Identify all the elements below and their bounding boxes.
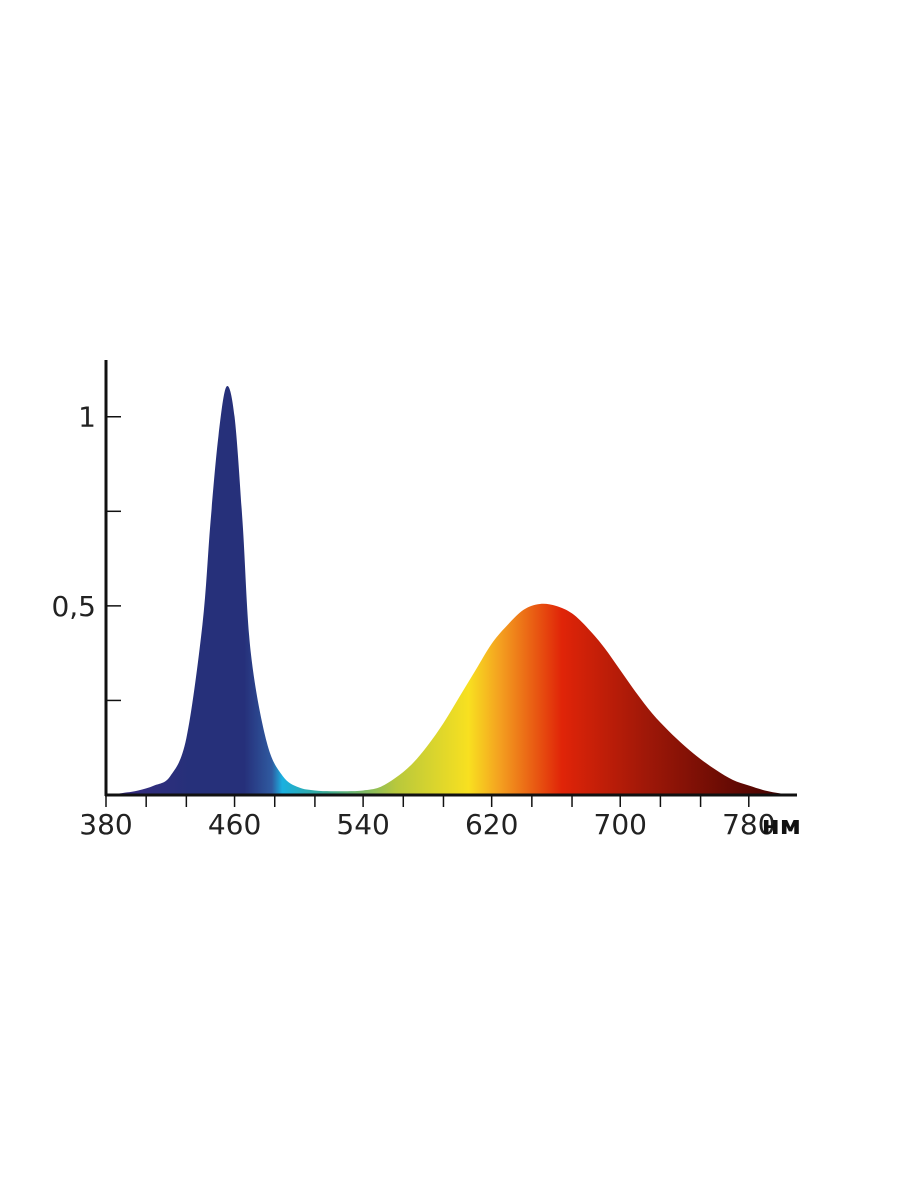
x-tick-label: 780 bbox=[722, 808, 775, 841]
tick-labels: 380 460 540 620 700 780 0,5 1 нм bbox=[51, 401, 801, 841]
spectrum-area bbox=[106, 385, 797, 795]
y-tick-label: 1 bbox=[78, 401, 96, 434]
x-unit-label: нм bbox=[762, 811, 801, 841]
y-tick-label: 0,5 bbox=[51, 590, 96, 623]
axes bbox=[104, 360, 797, 797]
x-tick-label: 460 bbox=[208, 808, 261, 841]
x-tick-label: 700 bbox=[594, 808, 647, 841]
ticks bbox=[105, 415, 750, 807]
x-tick-label: 540 bbox=[336, 808, 389, 841]
x-tick-label: 380 bbox=[79, 808, 132, 841]
x-tick-label: 620 bbox=[465, 808, 518, 841]
